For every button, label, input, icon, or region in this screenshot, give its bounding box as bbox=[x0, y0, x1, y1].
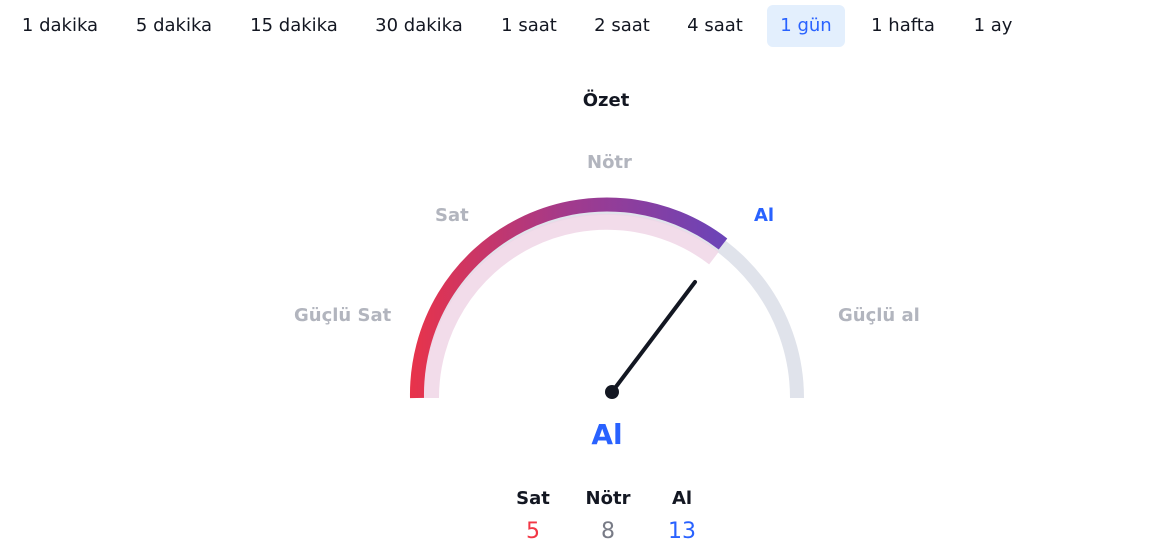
tab-1-day[interactable]: 1 gün bbox=[767, 5, 845, 47]
gauge-needle bbox=[610, 280, 697, 394]
gauge-label-sell: Sat bbox=[435, 205, 469, 226]
gauge-label-strong-buy: Güçlü al bbox=[838, 305, 920, 326]
tab-5-minutes[interactable]: 5 dakika bbox=[135, 15, 213, 36]
counter-buy: Al 13 bbox=[642, 487, 722, 547]
counter-sell: Sat 5 bbox=[493, 487, 573, 547]
tab-30-minutes[interactable]: 30 dakika bbox=[375, 15, 463, 36]
counter-buy-value: 13 bbox=[668, 519, 696, 544]
counter-sell-value: 5 bbox=[526, 519, 540, 544]
counter-neutral-value: 8 bbox=[601, 519, 615, 544]
interval-tabs: 1 dakika 5 dakika 15 dakika 30 dakika 1 … bbox=[0, 5, 1162, 47]
tab-15-minutes[interactable]: 15 dakika bbox=[250, 15, 338, 36]
tab-1-minute[interactable]: 1 dakika bbox=[21, 15, 99, 36]
gauge-fill-light bbox=[422, 213, 719, 399]
tab-1-month[interactable]: 1 ay bbox=[973, 15, 1013, 36]
gauge-fill bbox=[409, 197, 728, 399]
tab-4-hours[interactable]: 4 saat bbox=[687, 15, 743, 36]
tab-2-hours[interactable]: 2 saat bbox=[594, 15, 650, 36]
gauge-label-buy: Al bbox=[754, 205, 775, 226]
gauge-title: Özet bbox=[582, 90, 630, 111]
gauge-needle-pivot bbox=[605, 385, 619, 399]
tab-1-hour[interactable]: 1 saat bbox=[501, 15, 557, 36]
gauge-track bbox=[410, 201, 804, 399]
counter-buy-label: Al bbox=[671, 488, 693, 509]
counter-sell-label: Sat bbox=[516, 488, 550, 509]
counter-neutral-label: Nötr bbox=[585, 488, 631, 509]
tab-1-week[interactable]: 1 hafta bbox=[871, 15, 935, 36]
gauge-result: Al bbox=[591, 418, 623, 451]
gauge-label-strong-sell: Güçlü Sat bbox=[294, 305, 392, 326]
gauge-label-neutral: Nötr bbox=[587, 152, 632, 173]
counter-neutral: Nötr 8 bbox=[568, 487, 648, 547]
